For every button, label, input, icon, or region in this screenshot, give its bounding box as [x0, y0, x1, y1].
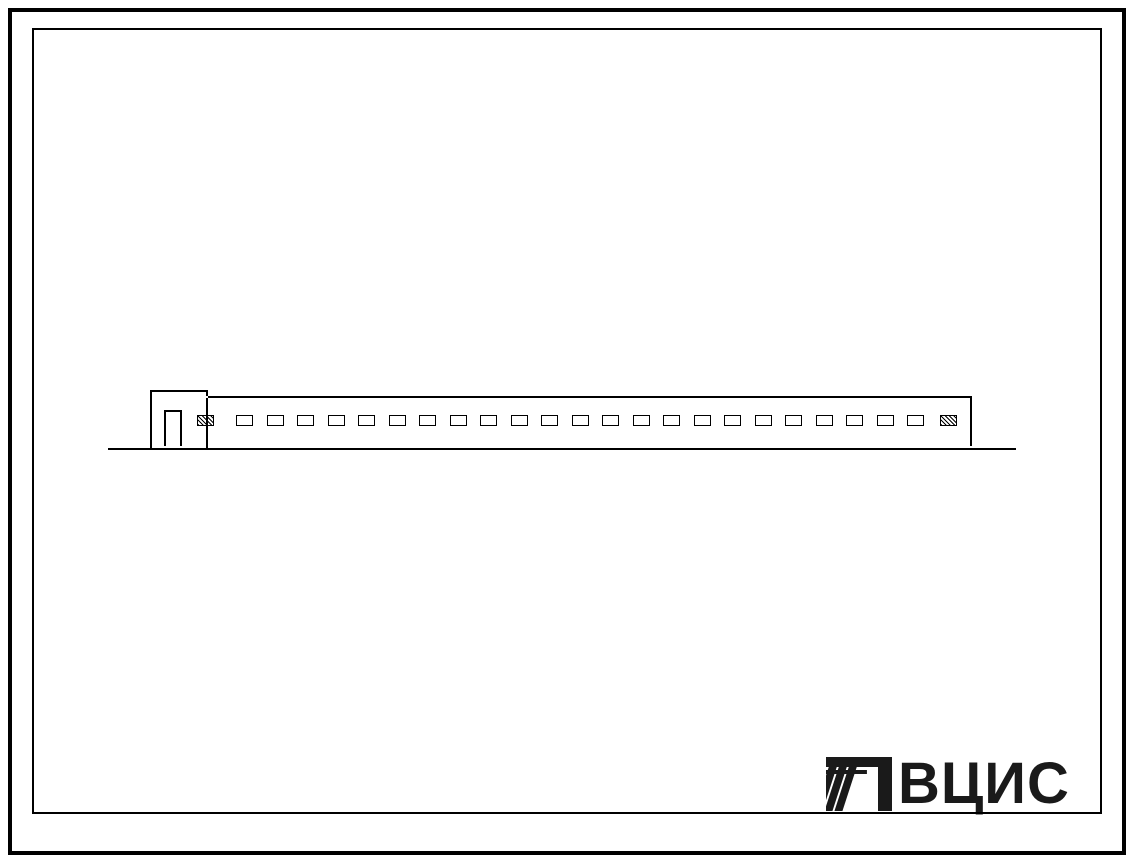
inner-frame: [32, 28, 1102, 814]
drawing-canvas: ВЦИС: [0, 0, 1134, 863]
